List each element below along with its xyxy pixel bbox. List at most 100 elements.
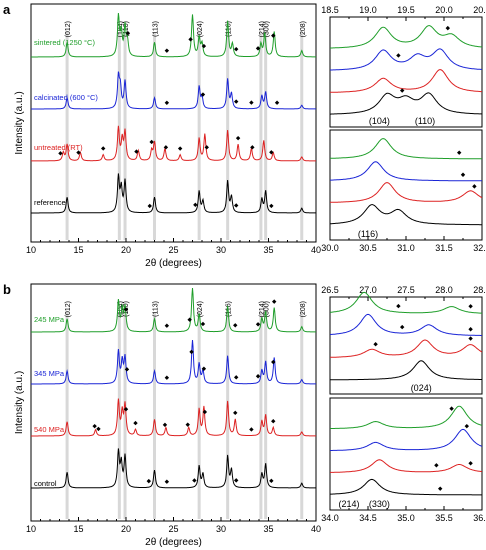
x-tick-label: 10 [26,245,36,255]
hkl-label: (208) [300,301,307,317]
guide-line [300,312,304,519]
peak-annotation: (110) [415,116,435,126]
x-tick-label: 19.5 [397,5,415,15]
x-tick-label: 25 [168,524,178,534]
diamond-marker [271,33,276,38]
x-tick-label: 20.5 [473,5,486,15]
guide-line [264,32,268,240]
series-line [31,287,316,333]
guide-line [197,312,201,519]
series-line [31,125,316,162]
hkl-label: (214) [259,21,266,37]
hkl-label: (300) [264,301,271,317]
diamond-marker [200,92,206,97]
diamond-marker [193,202,198,208]
x-tick-label: 35.5 [435,513,453,523]
guide-line [153,312,156,519]
diamond-marker [133,420,138,426]
chart-b-zoom-bottom: 34.0 34.5 35.0 35.5 36.0 (214) (330) [321,397,486,523]
series-line [330,313,482,336]
diamond-marker [164,479,170,484]
guide-line [300,32,304,240]
diamond-marker [58,151,63,156]
diamond-marker [189,349,194,355]
x-tick-label: 26.5 [321,285,339,295]
diamond-marker [164,375,170,380]
x-tick-label: 35 [263,524,273,534]
x-axis-label: 2θ (degrees) [145,537,202,548]
x-tick-label: 18.5 [321,5,339,15]
x-tick-label: 19.0 [359,5,377,15]
diamond-marker [396,303,401,309]
series-line [31,173,316,214]
x-tick-label: 27.0 [359,285,377,295]
plot-frame [329,397,483,511]
diamond-marker [164,48,170,53]
chart-a-main: (012) (104)(110) (113) (024) (116) (214)(300)… [14,3,321,269]
guide-line [65,32,69,240]
series-line [330,69,482,93]
x-tick-label: 40 [311,245,321,255]
hkl-label: (300) [264,21,271,37]
diamond-marker [434,463,439,468]
hkl-label: (104) [117,301,124,317]
diamond-marker [269,203,274,209]
guide-line [259,32,263,240]
x-tick-label: 35.0 [397,513,415,523]
diamond-marker [438,486,443,491]
diamond-marker [269,150,274,155]
diamond-marker [234,46,239,52]
x-tick-label: 32.0 [473,243,486,253]
diamond-marker [255,322,261,327]
diamond-marker [373,342,378,347]
peak-annotation: (116) [358,229,378,239]
x-tick-label: 40 [311,524,321,534]
diamond-marker [163,145,169,150]
guide-line [197,32,201,240]
diamond-marker [255,46,261,51]
y-axis-label: Intensity (a.u.) [14,91,25,154]
diamond-marker [233,323,238,328]
series-line [31,12,316,58]
chart-b-main: (012)(104)(110)(113)(024)(116)(214)(300)… [14,283,321,548]
diamond-marker [192,478,197,483]
diamond-marker [124,367,130,372]
series-line [330,405,483,429]
diamond-marker [201,43,207,49]
x-tick-label: 31.0 [397,243,415,253]
hkl-label: (113) [153,301,160,317]
diamond-marker [234,375,239,380]
diamond-marker [445,25,450,31]
series-line [330,360,482,381]
series-line [330,48,483,71]
diamond-marker [249,100,254,105]
diamond-marker [185,422,190,427]
hkl-label: (110) [123,21,130,37]
diamond-marker [235,135,241,141]
x-tick-label: 36.0 [473,513,486,523]
y-axis-label: Intensity (a.u.) [14,371,25,434]
diamond-marker [250,145,255,150]
x-tick-label: 15 [73,524,83,534]
x-tick-label: 31.5 [435,243,453,253]
diamond-marker [134,149,139,154]
series-label: sintered (1250 °C) [34,38,95,47]
guide-line [226,312,230,519]
series-line [31,448,316,489]
series-line [330,138,482,160]
diamond-marker [400,88,405,93]
diamond-marker [200,321,206,327]
diamond-marker [92,423,97,429]
series-label: 245 MPa [34,315,65,324]
peak-annotation: (330) [369,499,390,509]
hkl-label: (116) [226,301,233,317]
diamond-marker [234,203,239,208]
diamond-marker [234,478,239,483]
diamond-marker [460,172,466,177]
series-line [330,339,483,358]
series-line [329,182,483,203]
hkl-label: (113) [153,21,160,37]
x-tick-label: 34.0 [321,513,339,523]
series-line [330,428,483,451]
hkl-label: (116) [226,21,233,37]
